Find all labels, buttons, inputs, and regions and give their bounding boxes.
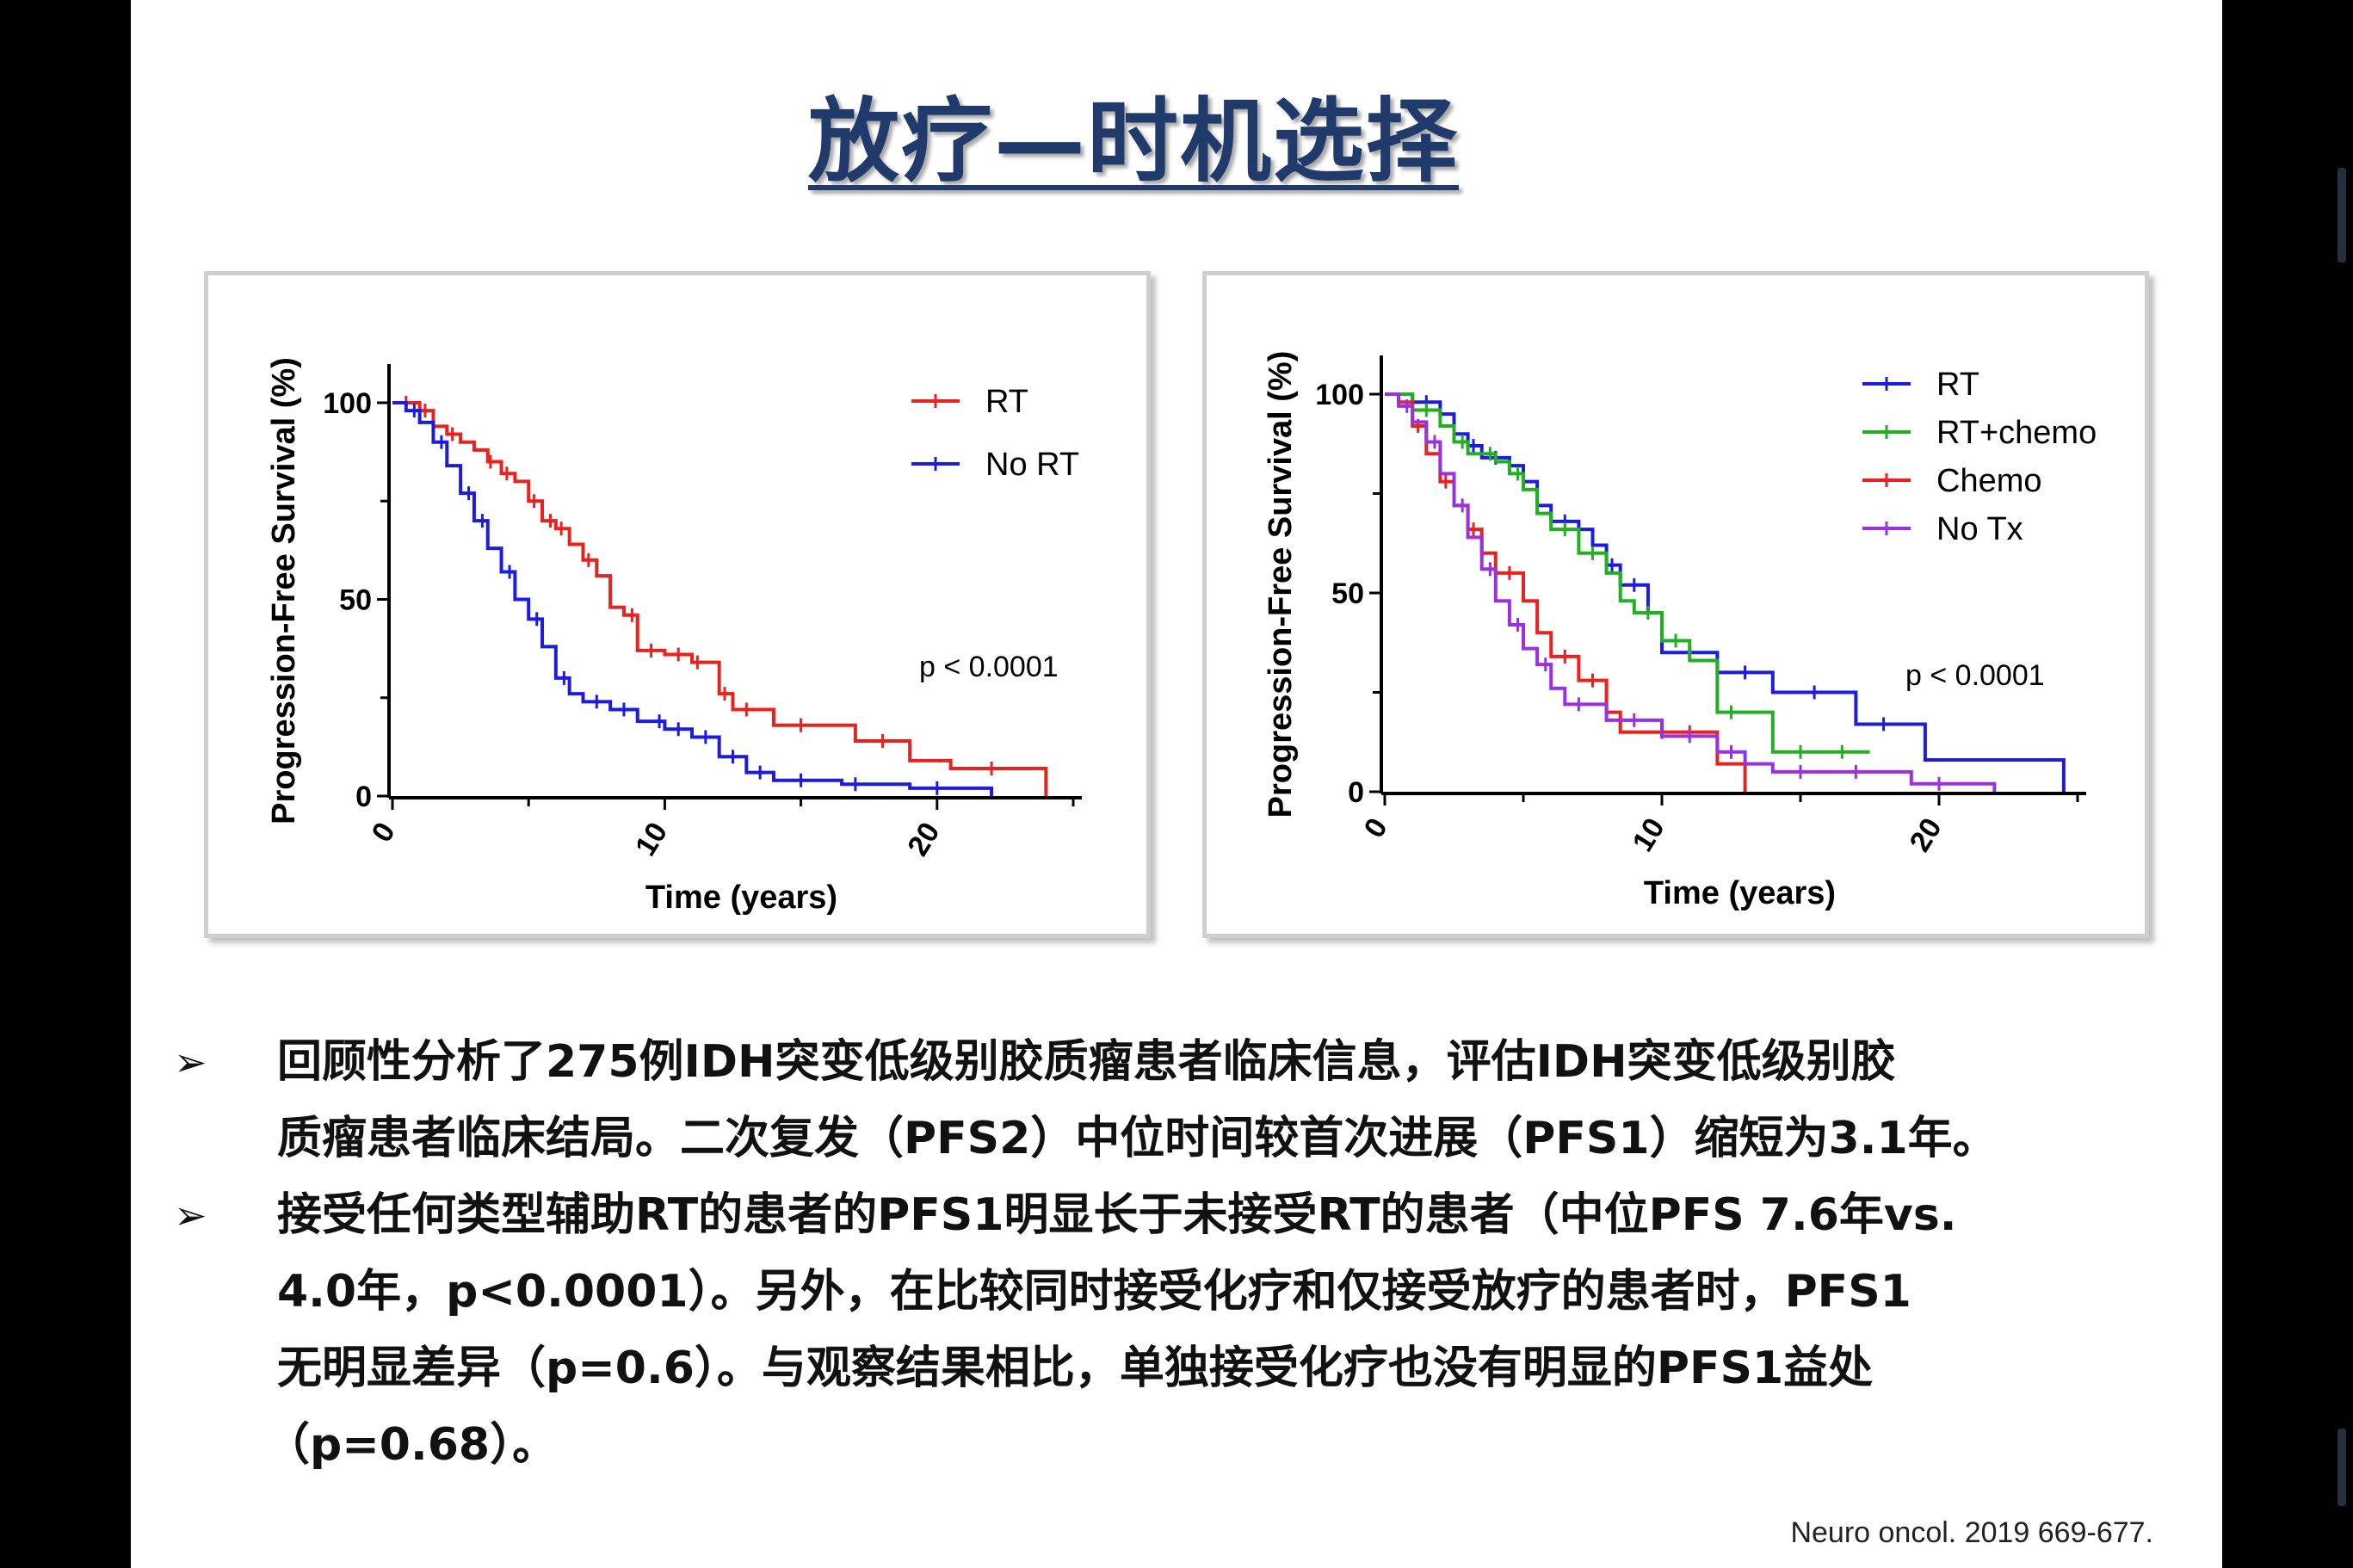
window-edge-marker — [2338, 1429, 2346, 1506]
bullet-marker-icon: ➢ — [174, 1192, 207, 1238]
y-tick-label: 100 — [1315, 379, 1364, 411]
x-tick-label: 0 — [366, 817, 402, 848]
legend-label: RT+chemo — [1936, 415, 2097, 451]
slide: 放疗—时机选择 0 10 20 0 50 100 Time (years) Progressi… — [131, 0, 2222, 1568]
chart-svg: 0 10 20 0 50 100 Time (years) Progression-Free … — [266, 357, 1082, 916]
y-axis-label: Progression-Free Survival (%) — [1263, 351, 1299, 818]
bullet-list: ➢ 回顾性分析了275例IDH突变低级别胶质瘤患者临床信息，评估IDH突变低级别… — [174, 1024, 2179, 1484]
legend-label: Chemo — [1936, 463, 2042, 499]
legend-label: RT — [1936, 367, 1979, 403]
y-tick-label: 50 — [1331, 577, 1364, 610]
bullet-item: ➢ 接受任何类型辅助RT的患者的PFS1明显长于未接受RT的患者（中位PFS 7… — [174, 1177, 2179, 1484]
x-axis-label: Time (years) — [645, 880, 837, 916]
y-axis-label: Progression-Free Survival (%) — [266, 357, 302, 824]
x-tick-label: 20 — [1904, 812, 1948, 857]
p-value-annotation: p < 0.0001 — [1905, 659, 2045, 692]
legend-label: RT — [985, 384, 1028, 420]
legend-label: No Tx — [1936, 511, 2023, 547]
x-axis-label: Time (years) — [1644, 875, 1836, 911]
x-tick-label: 0 — [1358, 812, 1394, 843]
legend-label: No RT — [985, 447, 1079, 483]
series-line-no-rt — [392, 401, 994, 796]
bullet-item: ➢ 回顾性分析了275例IDH突变低级别胶质瘤患者临床信息，评估IDH突变低级别… — [174, 1024, 2179, 1177]
km-chart-rt-vs-no-rt: 0 10 20 0 50 100 Time (years) Progression-Free … — [204, 271, 1151, 938]
y-tick-label: 0 — [355, 781, 372, 813]
km-chart-treatment-groups: 0 10 20 0 50 100 Time (years) Progression-Free … — [1202, 271, 2149, 938]
x-tick-label: 10 — [629, 817, 674, 861]
chart-svg: 0 10 20 0 50 100 Time (years) Progression-Free … — [1263, 351, 2097, 911]
bullet-line: 回顾性分析了275例IDH突变低级别胶质瘤患者临床信息，评估IDH突变低级别胶 — [277, 1036, 1896, 1088]
y-tick-label: 0 — [1348, 776, 1364, 809]
y-tick-label: 50 — [339, 584, 372, 617]
bullet-line: 4.0年，p<0.0001）。另外，在比较同时接受化疗和仅接受放疗的患者时，PF… — [277, 1266, 1911, 1318]
p-value-annotation: p < 0.0001 — [919, 651, 1059, 683]
bullet-line: 无明显差异（p=0.6）。与观察结果相比，单独接受化疗也没有明显的PFS1益处 — [277, 1343, 1874, 1394]
citation: Neuro oncol. 2019 669-677. — [1790, 1516, 2153, 1549]
series-line-rt-chemo — [1385, 392, 1870, 754]
bullet-marker-icon: ➢ — [174, 1039, 207, 1085]
bullet-line: 接受任何类型辅助RT的患者的PFS1明显长于未接受RT的患者（中位PFS 7.6… — [277, 1189, 1957, 1241]
bullet-line: （p=0.68）。 — [265, 1419, 558, 1471]
y-tick-label: 100 — [323, 387, 372, 420]
x-tick-label: 20 — [901, 817, 946, 861]
series-line-rt — [392, 401, 1048, 796]
bullet-line: 质瘤患者临床结局。二次复发（PFS2）中位时间较首次进展（PFS1）缩短为3.1… — [277, 1113, 1998, 1164]
x-tick-label: 10 — [1627, 812, 1671, 857]
window-edge-marker — [2338, 168, 2346, 262]
slide-title: 放疗—时机选择 — [808, 89, 1459, 194]
